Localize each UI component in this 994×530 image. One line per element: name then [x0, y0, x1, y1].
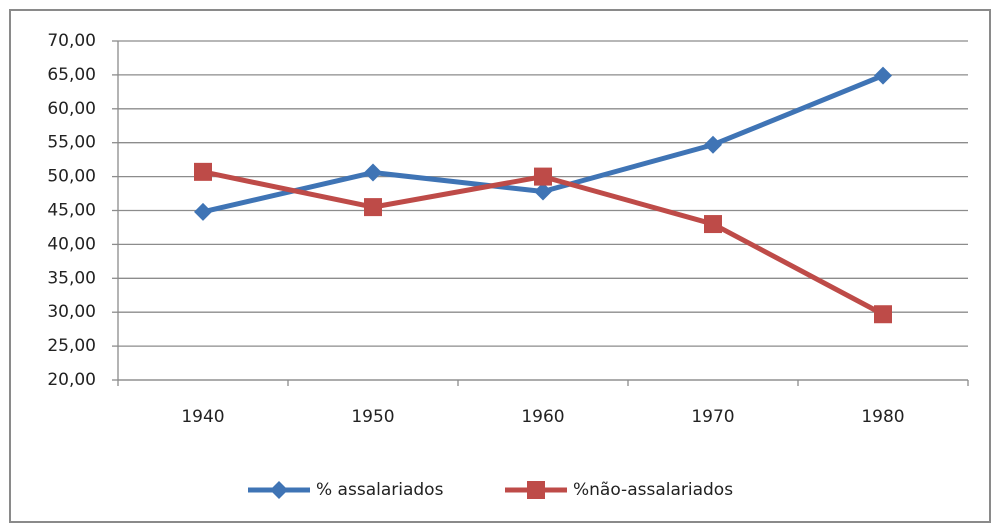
x-tick-label: 1980 — [861, 407, 904, 427]
y-tick-label: 30,00 — [47, 302, 96, 322]
legend-label: %não-assalariados — [573, 480, 733, 500]
y-tick-label: 55,00 — [47, 133, 96, 153]
data-point — [874, 305, 892, 324]
data-point — [704, 215, 722, 234]
y-tick-label: 65,00 — [47, 65, 96, 85]
data-point — [534, 182, 552, 201]
data-point — [534, 167, 552, 186]
chart-border — [9, 9, 991, 523]
y-tick-label: 20,00 — [47, 370, 96, 390]
y-tick-label: 45,00 — [47, 201, 96, 221]
data-point — [364, 198, 382, 217]
legend-label: % assalariados — [316, 480, 444, 500]
x-tick-label: 1940 — [181, 407, 224, 427]
y-tick-label: 70,00 — [47, 31, 96, 51]
data-point — [194, 162, 212, 181]
x-tick-label: 1950 — [351, 407, 394, 427]
data-point — [704, 135, 722, 154]
y-tick-label: 60,00 — [47, 99, 96, 119]
data-point — [364, 163, 382, 182]
x-tick-label: 1970 — [691, 407, 734, 427]
legend-marker — [270, 481, 288, 499]
y-tick-label: 35,00 — [47, 268, 96, 288]
legend-marker — [527, 481, 545, 499]
data-point — [194, 202, 212, 221]
y-tick-label: 50,00 — [47, 167, 96, 187]
y-tick-label: 25,00 — [47, 336, 96, 356]
x-tick-label: 1960 — [521, 407, 564, 427]
data-point — [874, 66, 892, 85]
y-tick-label: 40,00 — [47, 234, 96, 254]
